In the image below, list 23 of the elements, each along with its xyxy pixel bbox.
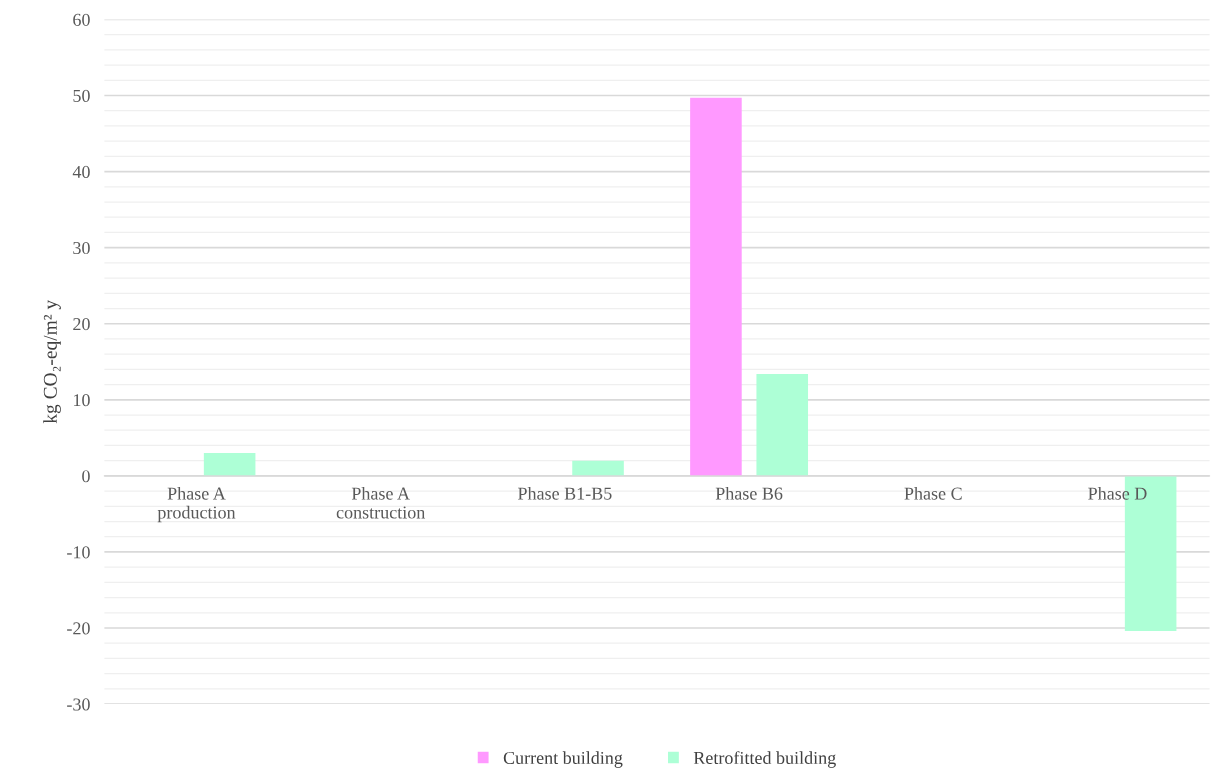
x-tick-label: Phase D — [1088, 486, 1147, 500]
y-tick-label: 30 — [73, 241, 90, 255]
bar — [572, 460, 624, 476]
bar — [203, 453, 256, 476]
x-tick-label: Phase C — [904, 486, 962, 500]
y-tick-label: -20 — [67, 622, 90, 635]
legend-label: Current building — [503, 751, 623, 768]
y-tick-label: -30 — [67, 698, 90, 711]
y-tick-label: 10 — [74, 394, 90, 407]
y-tick-label: -10 — [67, 546, 90, 559]
y-tick-label: 0 — [82, 470, 90, 483]
bar — [690, 97, 742, 476]
y-tick-label: 50 — [73, 89, 90, 102]
y-axis-title: kg CO₂-eq/m² y — [43, 299, 61, 424]
x-tick-label: Phase B1-B5 — [518, 486, 612, 500]
bar — [756, 373, 809, 476]
x-tick-label: Phase B6 — [715, 486, 783, 500]
y-tick-label: 60 — [73, 13, 90, 26]
y-tick-label: 40 — [72, 165, 90, 179]
y-tick-label: 20 — [73, 317, 90, 331]
x-tick-label: Phase A construction — [336, 486, 426, 519]
legend-label: Retrofitted building — [693, 751, 836, 768]
x-tick-label: Phase A production — [157, 486, 236, 523]
